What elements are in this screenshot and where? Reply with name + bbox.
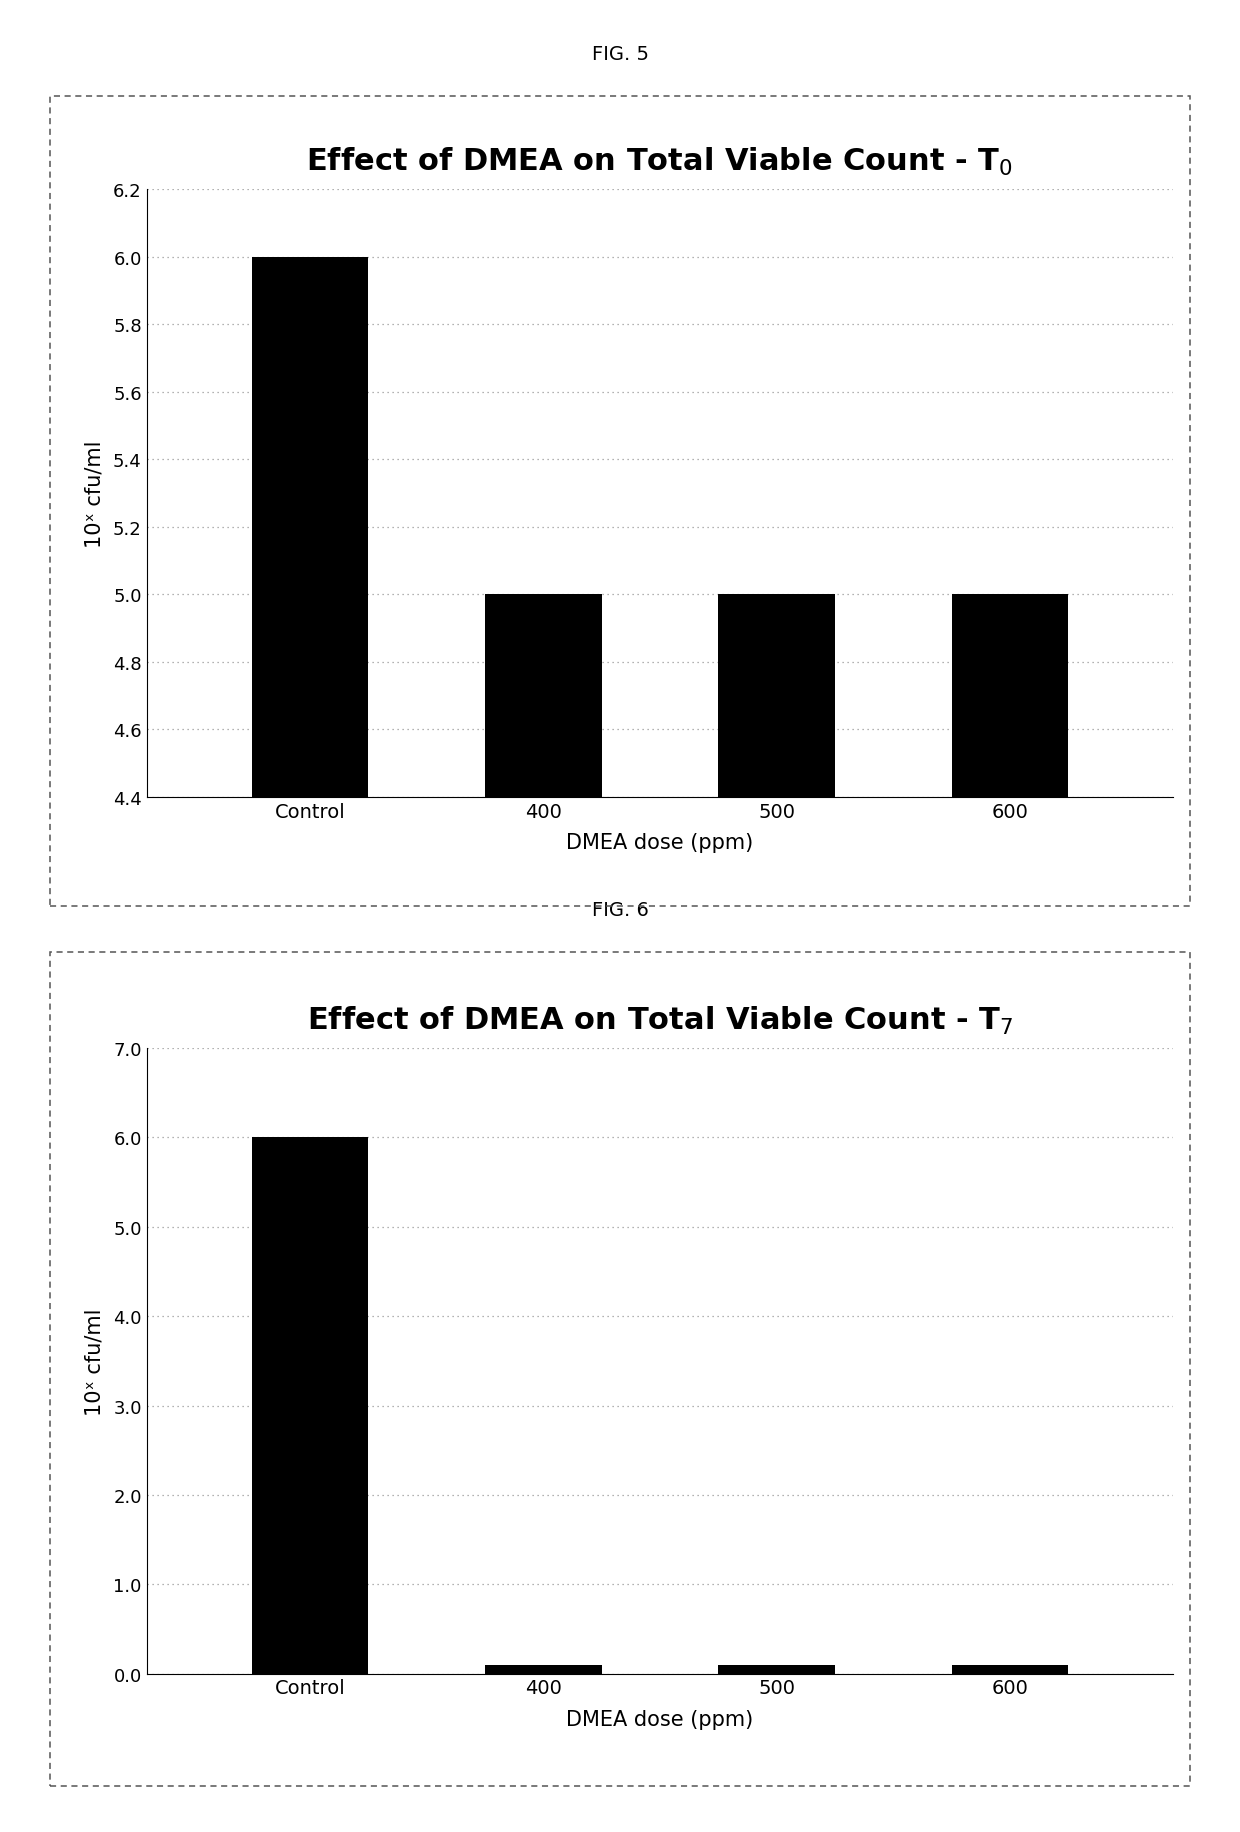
- Y-axis label: 10ˣ cfu/ml: 10ˣ cfu/ml: [84, 1308, 105, 1414]
- Bar: [485, 595, 601, 797]
- Bar: [718, 1665, 835, 1674]
- Text: FIG. 6: FIG. 6: [591, 901, 649, 920]
- Title: Effect of DMEA on Total Viable Count - T$_{0}$: Effect of DMEA on Total Viable Count - T…: [306, 147, 1013, 178]
- Bar: [252, 258, 368, 797]
- Text: FIG. 5: FIG. 5: [591, 46, 649, 64]
- Y-axis label: 10ˣ cfu/ml: 10ˣ cfu/ml: [84, 440, 104, 548]
- X-axis label: DMEA dose (ppm): DMEA dose (ppm): [567, 1709, 754, 1729]
- Bar: [951, 1665, 1069, 1674]
- Bar: [252, 1138, 368, 1674]
- Bar: [951, 595, 1069, 797]
- Bar: [485, 1665, 601, 1674]
- X-axis label: DMEA dose (ppm): DMEA dose (ppm): [567, 832, 754, 852]
- Title: Effect of DMEA on Total Viable Count - T$_{7}$: Effect of DMEA on Total Viable Count - T…: [306, 1004, 1013, 1037]
- Bar: [718, 595, 835, 797]
